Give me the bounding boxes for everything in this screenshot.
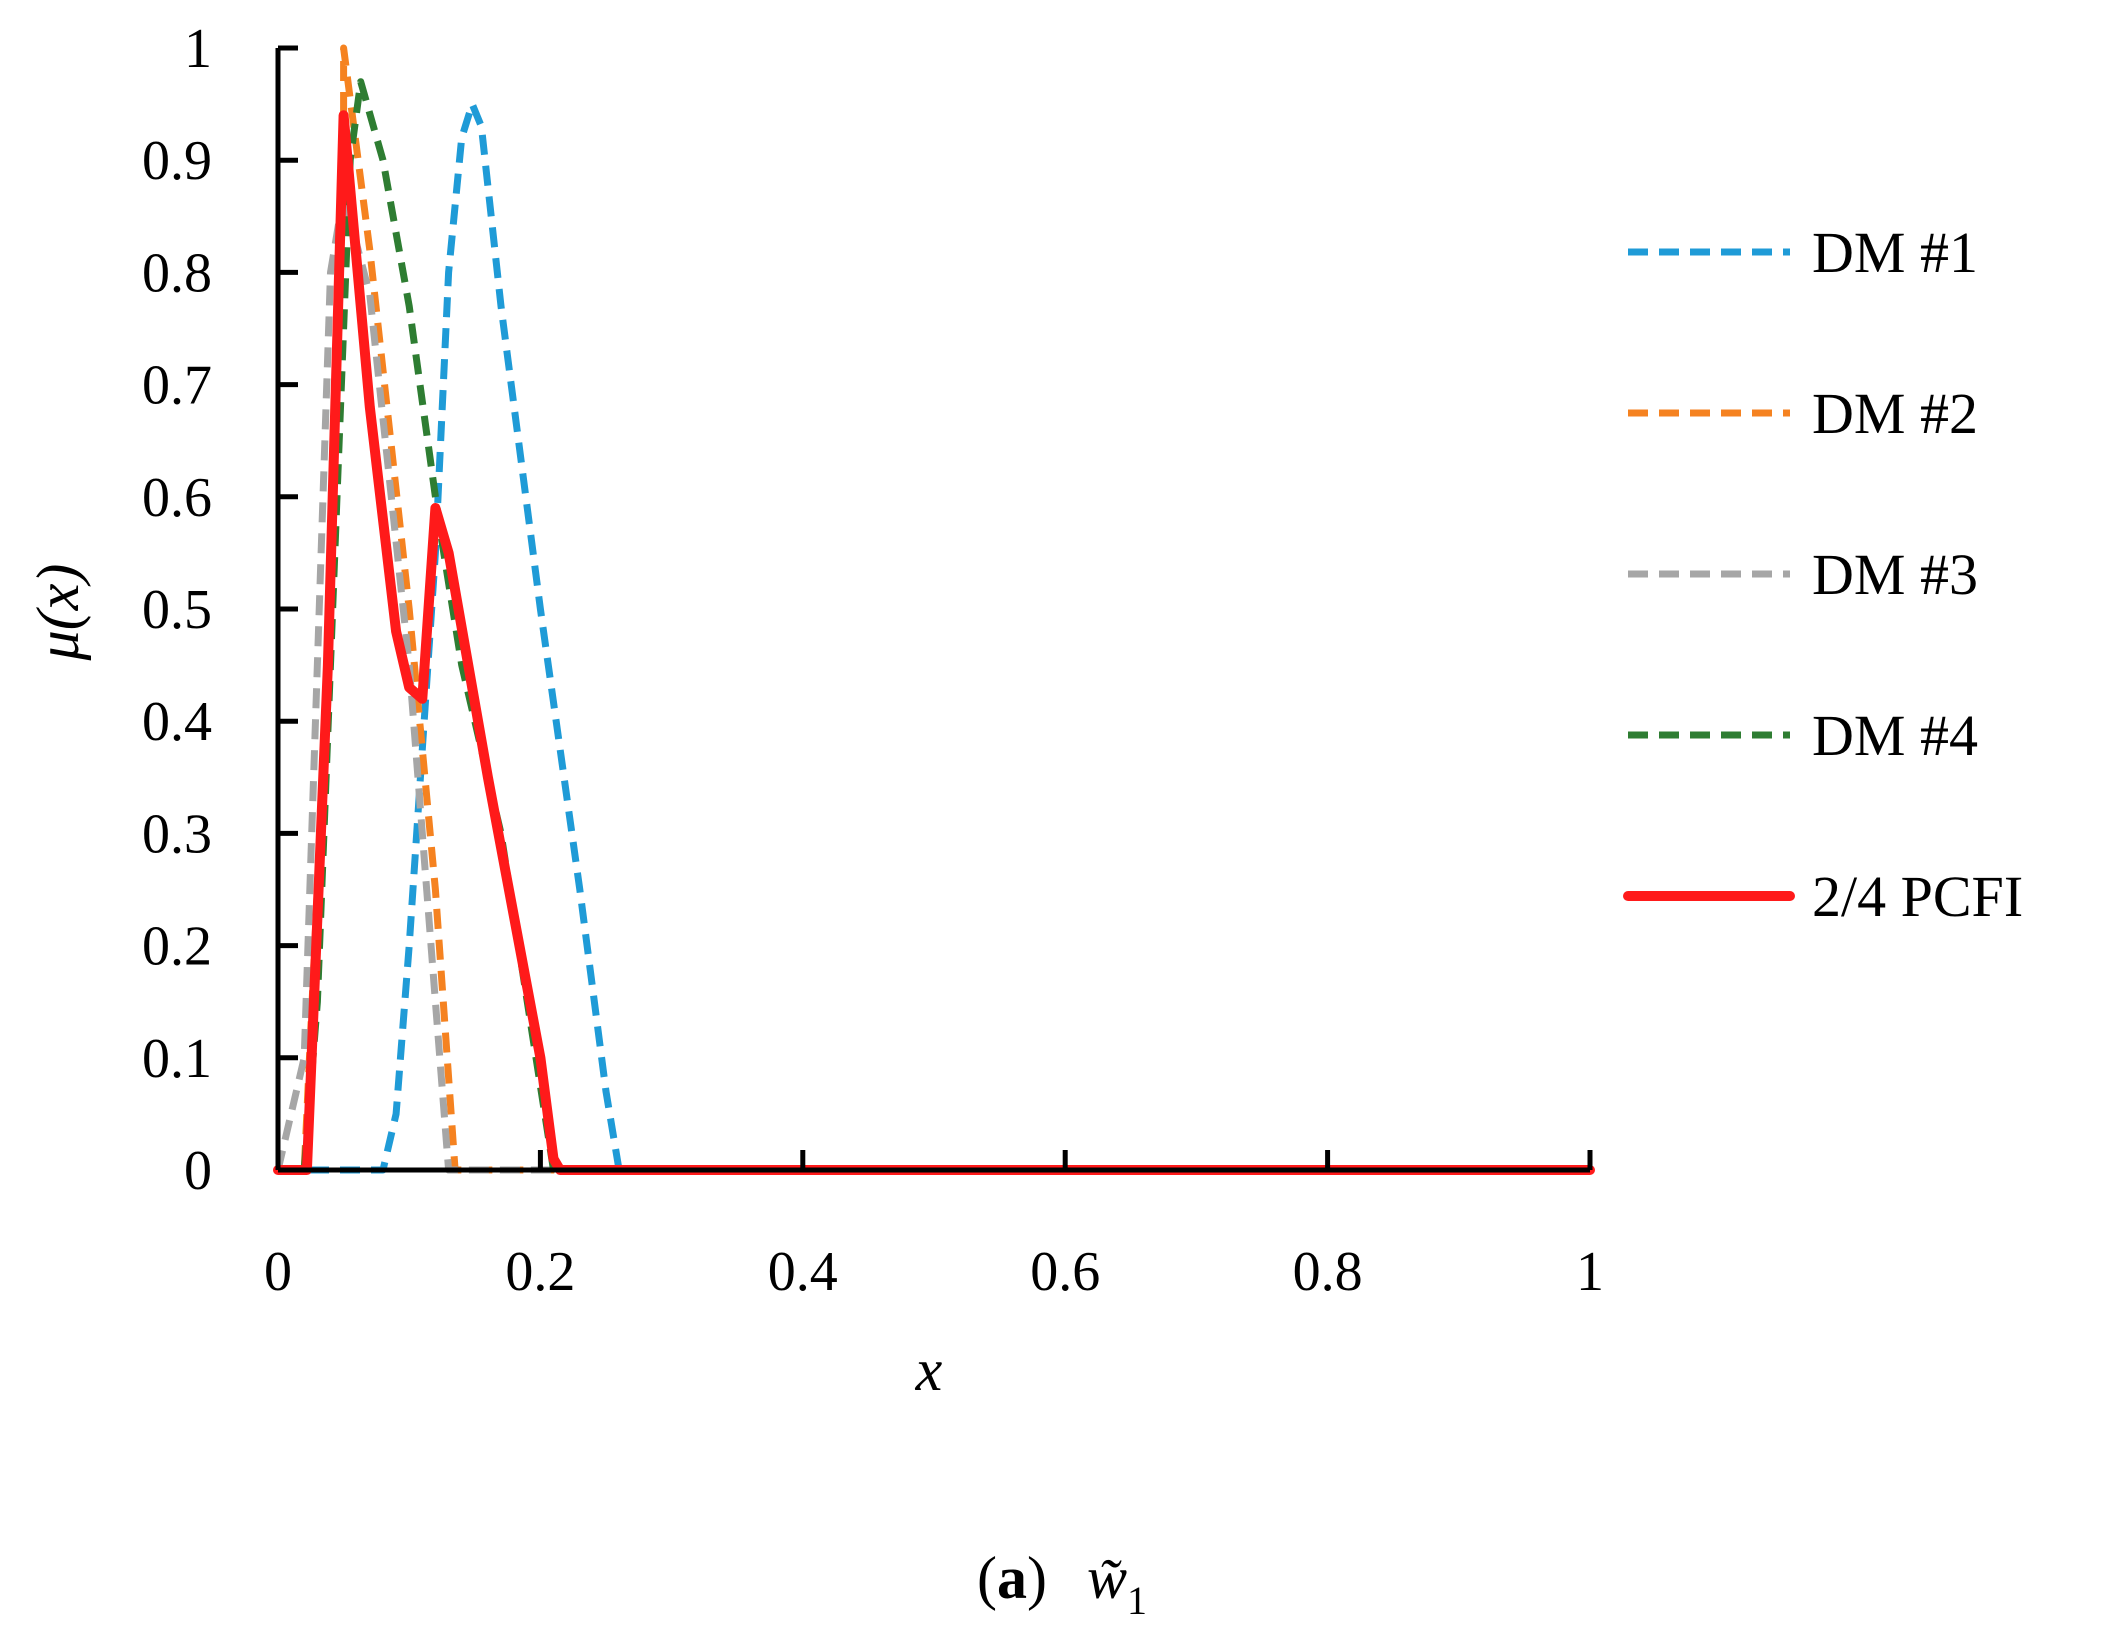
series-line-2	[278, 44, 1590, 1174]
y-axis-title: μ(x)	[25, 564, 91, 662]
x-tick-label: 0.4	[768, 1241, 838, 1303]
figure-caption: (a) w̃1	[977, 1545, 1147, 1623]
x-tick-label: 0.8	[1293, 1241, 1363, 1303]
x-tick-label: 0.6	[1030, 1241, 1100, 1303]
series-line-1	[278, 100, 1590, 1174]
y-tick-label: 0.4	[142, 691, 212, 753]
series-layer	[273, 44, 1595, 1175]
caption-symbol: w̃	[1087, 1545, 1127, 1611]
x-tick-label: 0.2	[505, 1241, 575, 1303]
x-tick-label: 1	[1576, 1241, 1604, 1303]
legend-label-2: DM #2	[1812, 381, 1978, 446]
y-tick-label: 0.1	[142, 1028, 212, 1090]
y-tick-label: 0.8	[142, 242, 212, 304]
y-tick-label: 0	[184, 1140, 212, 1202]
x-tick-label: 0	[264, 1241, 292, 1303]
y-tick-label: 0.6	[142, 467, 212, 529]
axes: 0 0.1 0.2 0.3 0.4 0.5 0.6 0.7 0.8 0.9 1 0 0.2 0.4 0.6 0…	[142, 18, 1604, 1303]
legend-label-1: DM #1	[1812, 220, 1978, 285]
legend: DM #1 DM #2 DM #3 DM #4 2/4 PCFI	[1623, 220, 2023, 929]
series-line-4	[278, 78, 1590, 1174]
legend-label-4: DM #4	[1812, 703, 1978, 768]
x-axis-title: x	[915, 1337, 943, 1403]
y-tick-label: 1	[184, 18, 212, 80]
y-tick-label: 0.7	[142, 355, 212, 417]
caption-label: a	[997, 1545, 1027, 1611]
legend-label-3: DM #3	[1812, 542, 1978, 607]
y-tick-label: 0.9	[142, 130, 212, 192]
y-tick-label: 0.2	[142, 916, 212, 978]
caption-subscript: 1	[1127, 1578, 1147, 1623]
legend-label-5: 2/4 PCFI	[1812, 864, 2023, 929]
y-tick-label: 0.5	[142, 579, 212, 641]
series-line-5	[273, 110, 1595, 1175]
y-tick-label: 0.3	[142, 803, 212, 865]
